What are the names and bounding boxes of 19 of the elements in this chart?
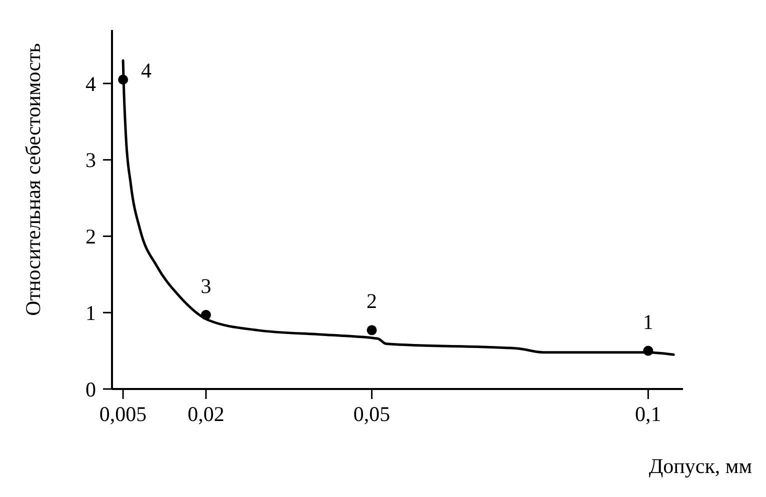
y-tick-label: 4 xyxy=(86,72,96,96)
y-tick-label: 1 xyxy=(86,300,96,325)
y-tick-label: 0 xyxy=(86,377,96,402)
y-tick-label: 3 xyxy=(86,148,96,172)
x-tick-label: 0,005 xyxy=(99,402,147,426)
x-axis-title: Допуск, мм xyxy=(648,454,752,478)
annotation: 4 xyxy=(141,58,152,83)
y-axis-title: Относительная себестоимость xyxy=(21,43,45,316)
x-tick-label: 0,02 xyxy=(188,402,224,426)
annotation: 3 xyxy=(200,274,212,298)
y-tick-label: 2 xyxy=(86,224,96,249)
x-tick-label: 0,1 xyxy=(635,402,662,426)
x-tick-label: 0,05 xyxy=(353,402,390,426)
annotation: 2 xyxy=(366,289,378,314)
annotation: 1 xyxy=(642,310,654,334)
point xyxy=(118,74,128,85)
point xyxy=(200,310,211,320)
point xyxy=(643,346,654,356)
point xyxy=(366,325,377,336)
